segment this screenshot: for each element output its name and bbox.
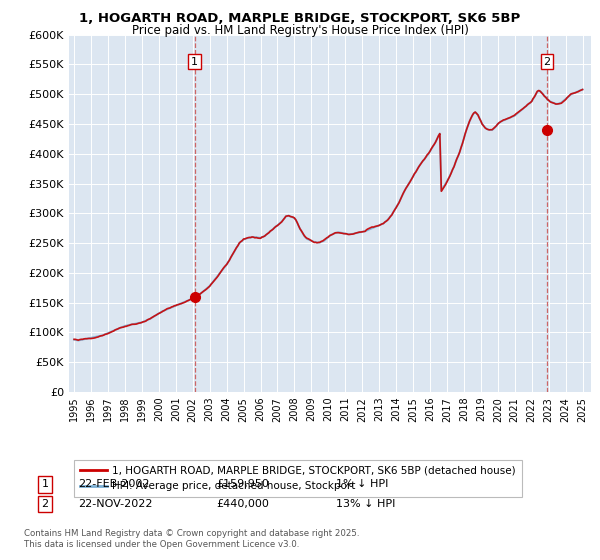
Text: 2: 2 [41,499,49,509]
Legend: 1, HOGARTH ROAD, MARPLE BRIDGE, STOCKPORT, SK6 5BP (detached house), HPI: Averag: 1, HOGARTH ROAD, MARPLE BRIDGE, STOCKPOR… [74,460,521,497]
Text: 13% ↓ HPI: 13% ↓ HPI [336,499,395,509]
Text: £159,950: £159,950 [216,479,269,489]
Text: 1, HOGARTH ROAD, MARPLE BRIDGE, STOCKPORT, SK6 5BP: 1, HOGARTH ROAD, MARPLE BRIDGE, STOCKPOR… [79,12,521,25]
Text: 1: 1 [191,57,198,67]
Text: £440,000: £440,000 [216,499,269,509]
Text: Price paid vs. HM Land Registry's House Price Index (HPI): Price paid vs. HM Land Registry's House … [131,24,469,36]
Text: Contains HM Land Registry data © Crown copyright and database right 2025.
This d: Contains HM Land Registry data © Crown c… [24,529,359,549]
Text: 22-FEB-2002: 22-FEB-2002 [78,479,149,489]
Text: 1: 1 [41,479,49,489]
Text: 1% ↓ HPI: 1% ↓ HPI [336,479,388,489]
Text: 22-NOV-2022: 22-NOV-2022 [78,499,152,509]
Text: 2: 2 [544,57,550,67]
